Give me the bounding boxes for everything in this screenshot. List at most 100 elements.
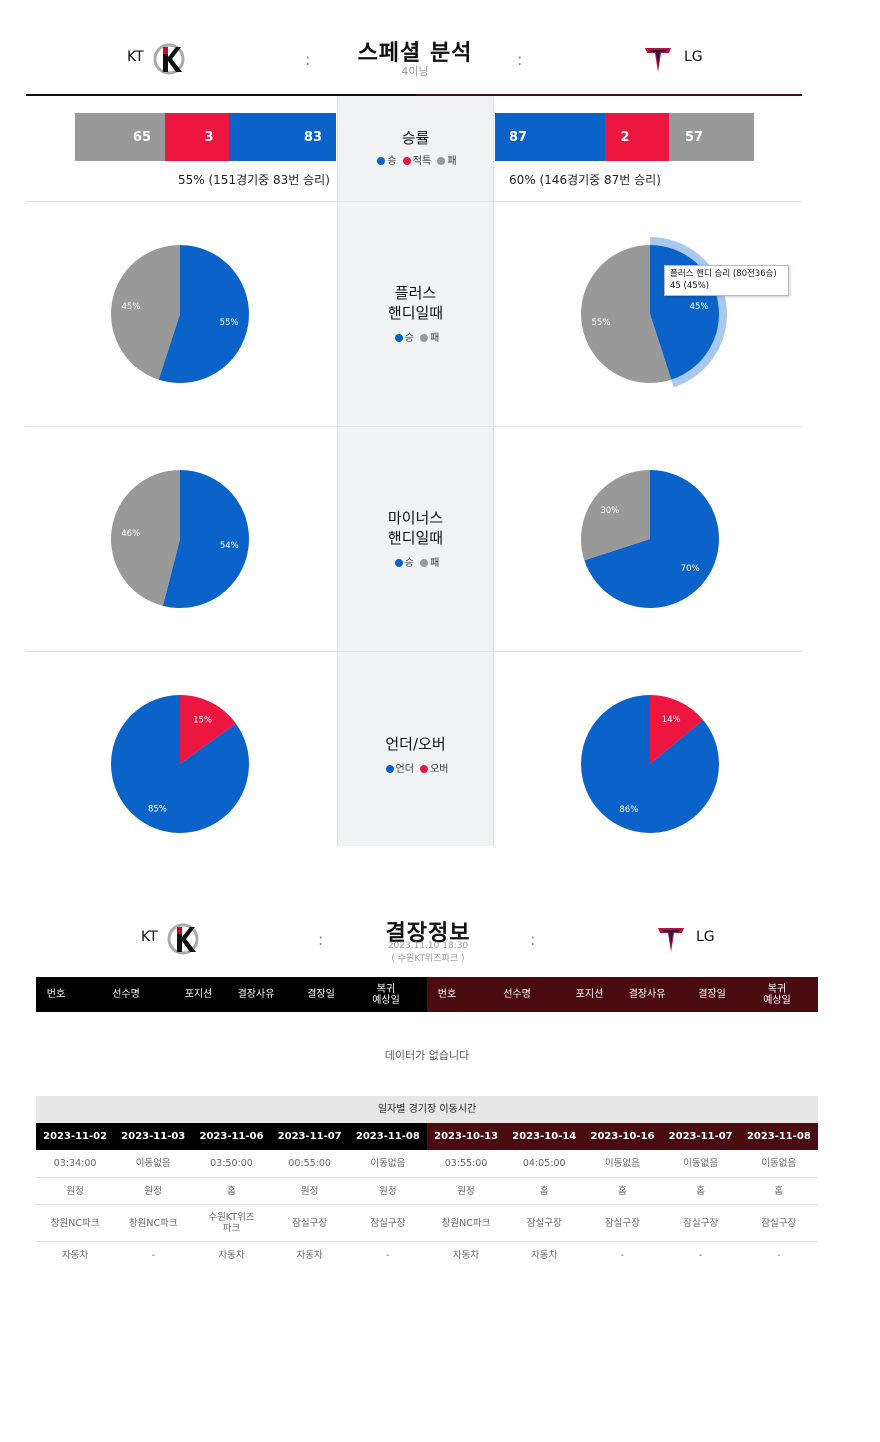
col-player: 선수명 (112, 989, 140, 1000)
pie-slice[interactable] (111, 470, 180, 606)
minus-title-line2: 핸디일때 (387, 529, 444, 547)
date-cell: 2023-11-08 (355, 1131, 420, 1142)
pie-slice[interactable] (581, 244, 672, 383)
legend-under: 언더 (395, 764, 414, 775)
col-return-date: 복귀 예상일 (763, 983, 791, 1006)
divider (26, 201, 802, 202)
lg-lose-bar: 57 (669, 113, 754, 161)
special-subtitle: 4이닝 (401, 65, 429, 78)
pie-slice[interactable] (162, 470, 250, 609)
table-cell: 이동없음 (370, 1158, 406, 1169)
winrate-title: 승률 (401, 129, 430, 147)
lose-dot-icon (420, 559, 429, 567)
travel-title: 일자별 경기장 이동시간 (36, 1096, 818, 1123)
table-cell: 원정 (300, 1185, 319, 1197)
pie-data-label: 15% (193, 716, 212, 726)
pie-slice[interactable] (180, 695, 236, 764)
uo-title-line1: 언더/오버 (385, 735, 446, 753)
lose-dot-icon (437, 157, 446, 165)
plus-title-line2: 핸디일때 (387, 304, 444, 322)
legend-lose: 패 (430, 333, 440, 344)
table-cell: 자동차 (61, 1249, 89, 1261)
under-over-title: 언더/오버 (337, 734, 494, 754)
uo-legend: 언더 오버 (337, 760, 494, 775)
plus-handicap-title: 플러스 핸디일때 (337, 283, 494, 323)
table-cell: 이동없음 (683, 1158, 719, 1169)
kt-winrate-summary: 55% (151경기중 83번 승리) (178, 173, 330, 187)
pie-data-label: 14% (662, 715, 681, 725)
date-cell: 2023-11-06 (199, 1131, 264, 1142)
table-cell: 이동없음 (135, 1158, 171, 1169)
table-cell: - (620, 1249, 625, 1261)
table-cell: 원정 (144, 1185, 163, 1197)
pie-data-label: 45% (690, 302, 709, 312)
lg-logo-icon (658, 928, 684, 952)
under-dot-icon (385, 765, 394, 773)
pie-slice[interactable] (581, 470, 650, 561)
kt-lose-bar: 65 (75, 113, 165, 161)
col-position: 포지션 (184, 989, 213, 1000)
kt-lineup-header: 번호 선수명 포지션 결장사유 결장일 복귀 예상일 (36, 977, 427, 1012)
over-dot-icon (420, 765, 429, 773)
lose-dot-icon (420, 334, 429, 342)
colon-separator: : (517, 50, 523, 69)
away-team-name: LG (684, 49, 703, 65)
pie-slice[interactable] (581, 695, 719, 834)
col-reason: 결장사유 (237, 989, 275, 1000)
kt-logo-icon (153, 43, 185, 75)
date-cell: 2023-11-03 (121, 1131, 186, 1142)
table-cell: 잠실구장 (526, 1217, 562, 1229)
plus-title-line1: 플러스 (394, 284, 437, 302)
col-player: 선수명 (503, 989, 531, 1000)
table-cell: 자동차 (218, 1249, 245, 1261)
pie-slice[interactable] (158, 245, 250, 383)
kt-date-row: 2023-11-02 2023-11-03 2023-11-06 2023-11… (36, 1123, 427, 1150)
pie-slice[interactable] (111, 245, 180, 380)
table-cell: 잠실구장 (761, 1217, 797, 1229)
table-cell: 창원NC파크 (50, 1217, 100, 1229)
table-cell: 잠실구장 (292, 1217, 328, 1229)
date-cell: 2023-10-13 (434, 1131, 499, 1142)
win-dot-icon (394, 334, 403, 342)
table-cell: 원정 (379, 1185, 397, 1197)
tooltip-line2: 45 (45%) (670, 281, 710, 291)
table-cell: 원정 (66, 1185, 84, 1197)
pie-data-label: 54% (220, 541, 239, 551)
lg-header-line (416, 94, 802, 96)
pie-data-label: 46% (121, 529, 140, 539)
table-cell: 창원NC파크 (441, 1217, 491, 1229)
win-dot-icon (377, 157, 386, 165)
table-cell: 홈 (696, 1185, 705, 1197)
table-cell: 이동없음 (604, 1158, 640, 1169)
col-return-date: 복귀 예상일 (372, 983, 400, 1006)
table-cell: 자동차 (452, 1249, 480, 1261)
table-cell: 00:55:00 (288, 1158, 331, 1169)
plus-legend: 승 패 (337, 329, 494, 344)
colon-separator: : (305, 50, 311, 69)
table-cell: 수원KT위즈파크 (208, 1212, 255, 1234)
col-position: 포지션 (575, 989, 604, 1000)
legend-win: 승 (404, 333, 414, 344)
pie-slice[interactable] (111, 695, 250, 834)
pie-data-label: 55% (220, 318, 239, 328)
col-reason: 결장사유 (628, 989, 666, 1000)
table-cell: - (698, 1249, 703, 1261)
pie-data-label: 86% (619, 805, 638, 815)
game-datetime: 2023.11.10 18:30 (387, 941, 469, 951)
date-cell: 2023-11-07 (668, 1131, 733, 1142)
pie-slice[interactable] (584, 470, 719, 608)
win-dot-icon (394, 559, 403, 567)
home-team-name: KT (141, 929, 158, 945)
date-cell: 2023-10-16 (590, 1131, 655, 1142)
home-away-row: 원정 원정 홈 원정 원정 원정 홈 홈 홈 홈 (36, 1178, 818, 1205)
pie-tooltip: 플러스 핸디 승리 (80전36승) 45 (45%) (664, 265, 789, 296)
game-venue: ( 수원KT위즈파크 ) (391, 954, 465, 964)
pie-data-label: 70% (681, 564, 700, 574)
table-cell: 04:05:00 (522, 1158, 566, 1169)
kt-header-line (26, 94, 416, 96)
table-cell: - (777, 1249, 781, 1261)
pie-slice[interactable] (650, 695, 704, 764)
table-cell: 03:50:00 (210, 1158, 253, 1169)
colon-separator: : (318, 930, 324, 949)
table-cell: 이동없음 (761, 1158, 797, 1169)
